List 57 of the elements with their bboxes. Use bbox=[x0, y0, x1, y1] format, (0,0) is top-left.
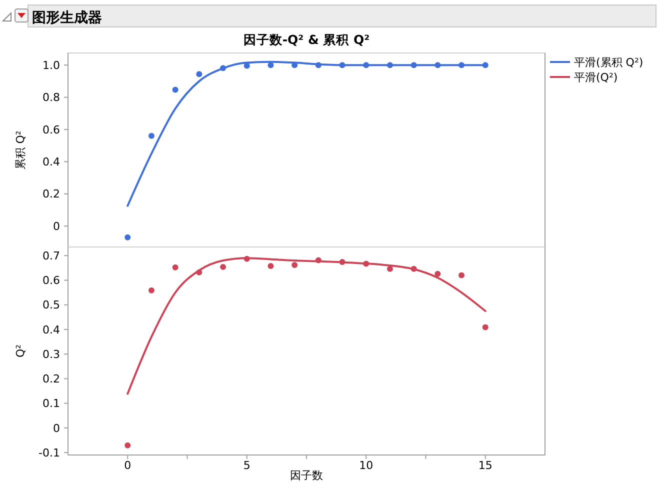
x-tick-label: 5 bbox=[243, 459, 250, 472]
point bbox=[220, 264, 226, 270]
point bbox=[386, 62, 393, 68]
x-tick-label: 0 bbox=[124, 459, 132, 472]
point bbox=[410, 266, 417, 272]
x-tick-label: 15 bbox=[478, 459, 492, 472]
x-tick-label: 10 bbox=[359, 459, 374, 472]
point bbox=[434, 62, 441, 68]
point bbox=[196, 71, 202, 78]
point bbox=[410, 62, 417, 68]
point bbox=[172, 264, 178, 270]
y-axis-title: 累积 Q² bbox=[14, 130, 27, 170]
point bbox=[315, 62, 322, 68]
y-tick-label: 0.5 bbox=[42, 298, 60, 312]
point bbox=[148, 287, 154, 294]
point bbox=[363, 260, 370, 267]
y-tick-label: 0 bbox=[53, 220, 60, 233]
y-tick-label: 0.4 bbox=[42, 323, 60, 336]
point bbox=[292, 262, 298, 268]
legend-label: 平滑(Q²) bbox=[574, 70, 618, 84]
point bbox=[339, 62, 346, 68]
y-tick-label: 0.2 bbox=[42, 372, 60, 386]
y-tick-label: 0.4 bbox=[42, 156, 60, 169]
point bbox=[268, 262, 274, 269]
point bbox=[172, 86, 178, 93]
point bbox=[196, 269, 202, 276]
y-tick-label: 0.6 bbox=[42, 274, 60, 288]
point bbox=[458, 272, 465, 278]
line-series bbox=[126, 257, 486, 395]
y-tick-label: 0.6 bbox=[42, 123, 60, 136]
y-tick-label: -0.1 bbox=[38, 446, 60, 460]
y-tick-label: 0.1 bbox=[42, 397, 60, 410]
y-tick-label: 0 bbox=[53, 422, 60, 435]
point bbox=[148, 132, 154, 139]
point bbox=[434, 270, 441, 277]
point bbox=[339, 259, 346, 266]
y-tick-label: 0.8 bbox=[42, 91, 60, 104]
point bbox=[482, 324, 488, 330]
y-tick-label: 1.0 bbox=[42, 58, 60, 72]
point bbox=[220, 65, 226, 72]
chart-title: 图形生成器 bbox=[32, 10, 102, 26]
point bbox=[363, 62, 370, 68]
point bbox=[268, 62, 274, 68]
point bbox=[124, 234, 131, 240]
point bbox=[315, 257, 322, 264]
y-tick-label: 0.7 bbox=[42, 249, 60, 262]
chart-subtitle: 因子数-Q² & 累积 Q² bbox=[243, 32, 370, 47]
point bbox=[386, 266, 393, 272]
x-axis-title: 因子数 bbox=[290, 469, 323, 482]
point bbox=[124, 442, 131, 448]
legend-label: 平滑(累积 Q²) bbox=[574, 56, 644, 69]
point bbox=[482, 62, 488, 68]
y-axis-title: Q² bbox=[14, 344, 27, 358]
y-tick-label: 0.3 bbox=[42, 348, 60, 361]
point bbox=[458, 62, 465, 68]
y-tick-label: 0.2 bbox=[42, 188, 60, 201]
point bbox=[244, 256, 250, 262]
